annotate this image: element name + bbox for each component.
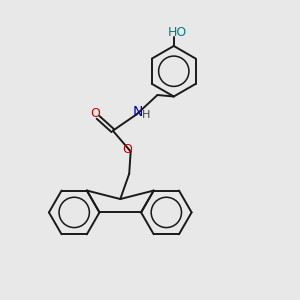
Text: HO: HO	[168, 26, 187, 39]
Text: N: N	[133, 105, 143, 119]
Text: O: O	[122, 142, 132, 156]
Text: H: H	[142, 110, 150, 120]
Text: O: O	[91, 107, 100, 120]
